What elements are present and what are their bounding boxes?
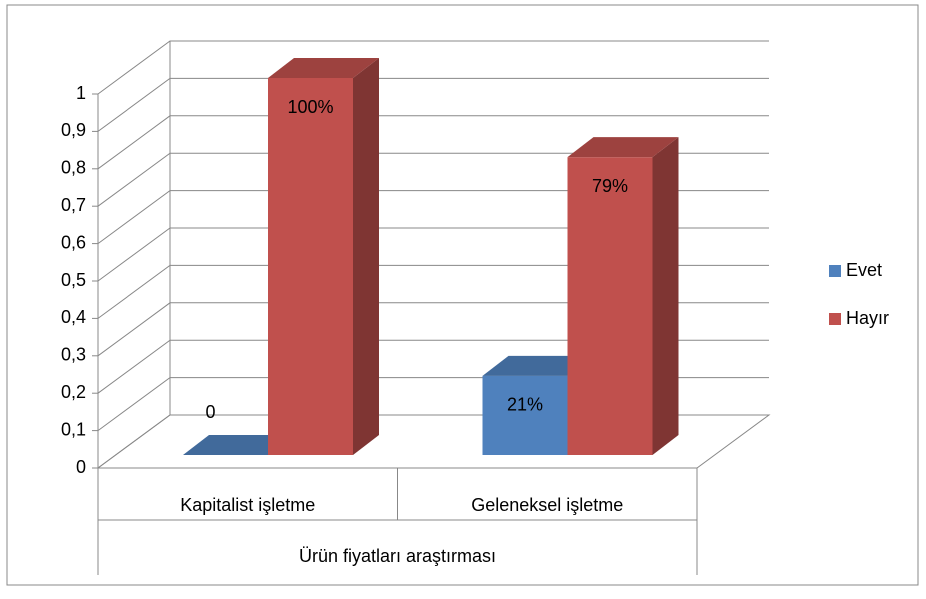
legend-swatch <box>829 265 841 277</box>
y-tick-label: 0,9 <box>61 120 86 140</box>
bar <box>567 157 653 456</box>
bar-top <box>567 137 679 158</box>
legend-swatch <box>829 313 841 325</box>
bar-side <box>652 137 679 456</box>
y-tick-label: 0,1 <box>61 419 86 439</box>
y-tick-label: 0,2 <box>61 382 86 402</box>
legend-label: Evet <box>846 260 882 280</box>
y-tick-label: 0,8 <box>61 158 86 178</box>
grid-line <box>97 152 769 207</box>
x-tick-label: Geleneksel işletme <box>471 495 623 515</box>
bar-side <box>353 58 379 455</box>
grid-line <box>97 77 769 132</box>
y-tick-label: 0,7 <box>61 195 86 215</box>
group-label: Ürün fiyatları araştırması <box>299 546 496 566</box>
y-tick-label: 0,6 <box>61 232 86 252</box>
y-tick-label: 0,5 <box>61 270 86 290</box>
data-label: 0 <box>205 402 215 422</box>
bar-top <box>268 58 379 78</box>
legend-label: Hayır <box>846 308 889 328</box>
bar-top <box>482 355 594 376</box>
bar-top <box>183 435 294 455</box>
bar <box>268 78 353 455</box>
y-tick-label: 0 <box>76 457 86 477</box>
data-label: 21% <box>507 395 543 415</box>
grid-line <box>97 40 769 95</box>
data-label: 100% <box>287 97 333 117</box>
y-tick-label: 1 <box>76 83 86 103</box>
y-tick-label: 0,3 <box>61 345 86 365</box>
x-tick-label: Kapitalist işletme <box>180 495 315 515</box>
grid-line <box>97 115 769 170</box>
data-label: 79% <box>592 176 628 196</box>
y-tick-label: 0,4 <box>61 307 86 327</box>
bar <box>482 375 568 455</box>
chart-border <box>6 4 919 586</box>
